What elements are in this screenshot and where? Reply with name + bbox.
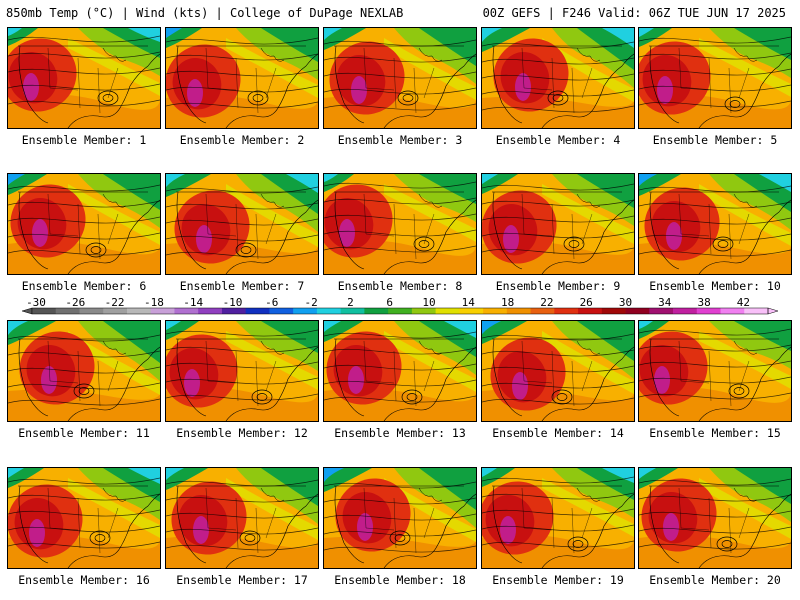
colorbar-tick-label: 2 — [347, 296, 354, 309]
ensemble-member-label: Ensemble Member: 2 — [179, 133, 305, 147]
ensemble-member-label: Ensemble Member: 4 — [495, 133, 621, 147]
colorbar-swatch — [744, 308, 769, 314]
colorbar-tick-label: 6 — [386, 296, 393, 309]
colorbar-tick-label: 14 — [462, 296, 476, 309]
colorbar-tick-label: 38 — [697, 296, 710, 309]
colorbar-tick-label: -26 — [65, 296, 85, 309]
colorbar-swatch — [483, 308, 508, 314]
colorbar-tick-label: 30 — [619, 296, 632, 309]
colorbar-swatch — [126, 308, 152, 314]
ensemble-map-13 — [323, 320, 477, 422]
colorbar-swatch — [174, 308, 199, 314]
colorbar-swatch — [530, 308, 555, 314]
colorbar-tick-label: -22 — [105, 296, 125, 309]
colorbar-swatch — [673, 308, 698, 314]
colorbar-swatch — [601, 308, 626, 314]
colorbar-swatch — [103, 308, 128, 314]
temperature-colorbar: -30 -26 -22 -18 -14 -10 -6 -2 2 6 10 14 18 22 26 30 34 38… — [21, 296, 779, 315]
ensemble-map-8 — [323, 173, 477, 275]
colorbar-swatch — [364, 308, 389, 314]
ensemble-map-7 — [165, 173, 319, 275]
ensemble-member-label: Ensemble Member: 19 — [492, 573, 624, 587]
ensemble-map-4 — [481, 27, 635, 129]
ensemble-member-label: Ensemble Member: 10 — [649, 279, 781, 293]
ensemble-member-label: Ensemble Member: 17 — [176, 573, 308, 587]
colorbar-swatch — [32, 308, 57, 314]
ensemble-member-label: Ensemble Member: 9 — [495, 279, 621, 293]
ensemble-map-16 — [7, 467, 161, 569]
colorbar-swatch — [55, 308, 80, 314]
ensemble-map-20 — [638, 467, 792, 569]
colorbar-swatch — [79, 308, 104, 314]
ensemble-member-label: Ensemble Member: 7 — [179, 279, 305, 293]
ensemble-member-label: Ensemble Member: 3 — [337, 133, 463, 147]
ensemble-member-label: Ensemble Member: 13 — [334, 426, 466, 440]
ensemble-member-label: Ensemble Member: 14 — [492, 426, 624, 440]
colorbar-swatch — [649, 308, 674, 314]
ensemble-map-12 — [165, 320, 319, 422]
colorbar-tick-label: 34 — [658, 296, 672, 309]
ensemble-map-9 — [481, 173, 635, 275]
colorbar-swatch — [411, 308, 437, 314]
ensemble-map-1 — [7, 27, 161, 129]
ensemble-member-label: Ensemble Member: 16 — [18, 573, 150, 587]
ensemble-map-6 — [7, 173, 161, 275]
colorbar-tick-label: -6 — [265, 296, 278, 309]
ensemble-map-3 — [323, 27, 477, 129]
valid-time-label: 00Z GEFS | F246 Valid: 06Z TUE JUN 17 20… — [482, 6, 786, 20]
ensemble-member-label: Ensemble Member: 11 — [18, 426, 150, 440]
colorbar-swatch — [269, 308, 294, 314]
colorbar-tick-label: -14 — [183, 296, 203, 309]
ensemble-map-15 — [638, 320, 792, 422]
colorbar-tick-label: 22 — [540, 296, 553, 309]
ensemble-map-10 — [638, 173, 792, 275]
colorbar-swatch — [293, 308, 318, 314]
colorbar-swatch — [245, 308, 270, 314]
colorbar-swatch — [625, 308, 650, 314]
colorbar-swatch — [554, 308, 579, 314]
ensemble-map-11 — [7, 320, 161, 422]
map-title: 850mb Temp (°C) | Wind (kts) | College o… — [6, 6, 404, 20]
ensemble-member-label: Ensemble Member: 1 — [21, 133, 147, 147]
ensemble-map-19 — [481, 467, 635, 569]
colorbar-tick-label: -18 — [144, 296, 164, 309]
ensemble-member-label: Ensemble Member: 5 — [652, 133, 778, 147]
ensemble-map-18 — [323, 467, 477, 569]
colorbar-tick-label: -10 — [223, 296, 243, 309]
ensemble-map-17 — [165, 467, 319, 569]
ensemble-member-label: Ensemble Member: 8 — [337, 279, 463, 293]
colorbar-swatch — [221, 308, 247, 314]
colorbar-max-arrow — [767, 307, 779, 315]
colorbar-tick-label: -30 — [26, 296, 46, 309]
ensemble-member-label: Ensemble Member: 15 — [649, 426, 781, 440]
ensemble-map-5 — [638, 27, 792, 129]
colorbar-swatch — [198, 308, 223, 314]
ensemble-map-2 — [165, 27, 319, 129]
ensemble-member-label: Ensemble Member: 6 — [21, 279, 147, 293]
colorbar-swatch — [696, 308, 721, 314]
colorbar-swatch — [578, 308, 603, 314]
colorbar-tick-label: 10 — [422, 296, 435, 309]
ensemble-member-label: Ensemble Member: 20 — [649, 573, 781, 587]
colorbar-swatch — [435, 308, 460, 314]
colorbar-swatch — [506, 308, 531, 314]
ensemble-map-14 — [481, 320, 635, 422]
colorbar-swatch — [150, 308, 175, 314]
colorbar-tick-label: 18 — [501, 296, 514, 309]
ensemble-member-label: Ensemble Member: 18 — [334, 573, 466, 587]
colorbar-swatch — [388, 308, 413, 314]
colorbar-swatch — [720, 308, 745, 314]
colorbar-tick-label: 42 — [737, 296, 750, 309]
colorbar-tick-label: -2 — [304, 296, 317, 309]
colorbar-tick-label: 26 — [580, 296, 593, 309]
colorbar-swatch — [459, 308, 484, 314]
ensemble-member-label: Ensemble Member: 12 — [176, 426, 308, 440]
colorbar-swatch — [340, 308, 365, 314]
colorbar-swatch — [316, 308, 342, 314]
